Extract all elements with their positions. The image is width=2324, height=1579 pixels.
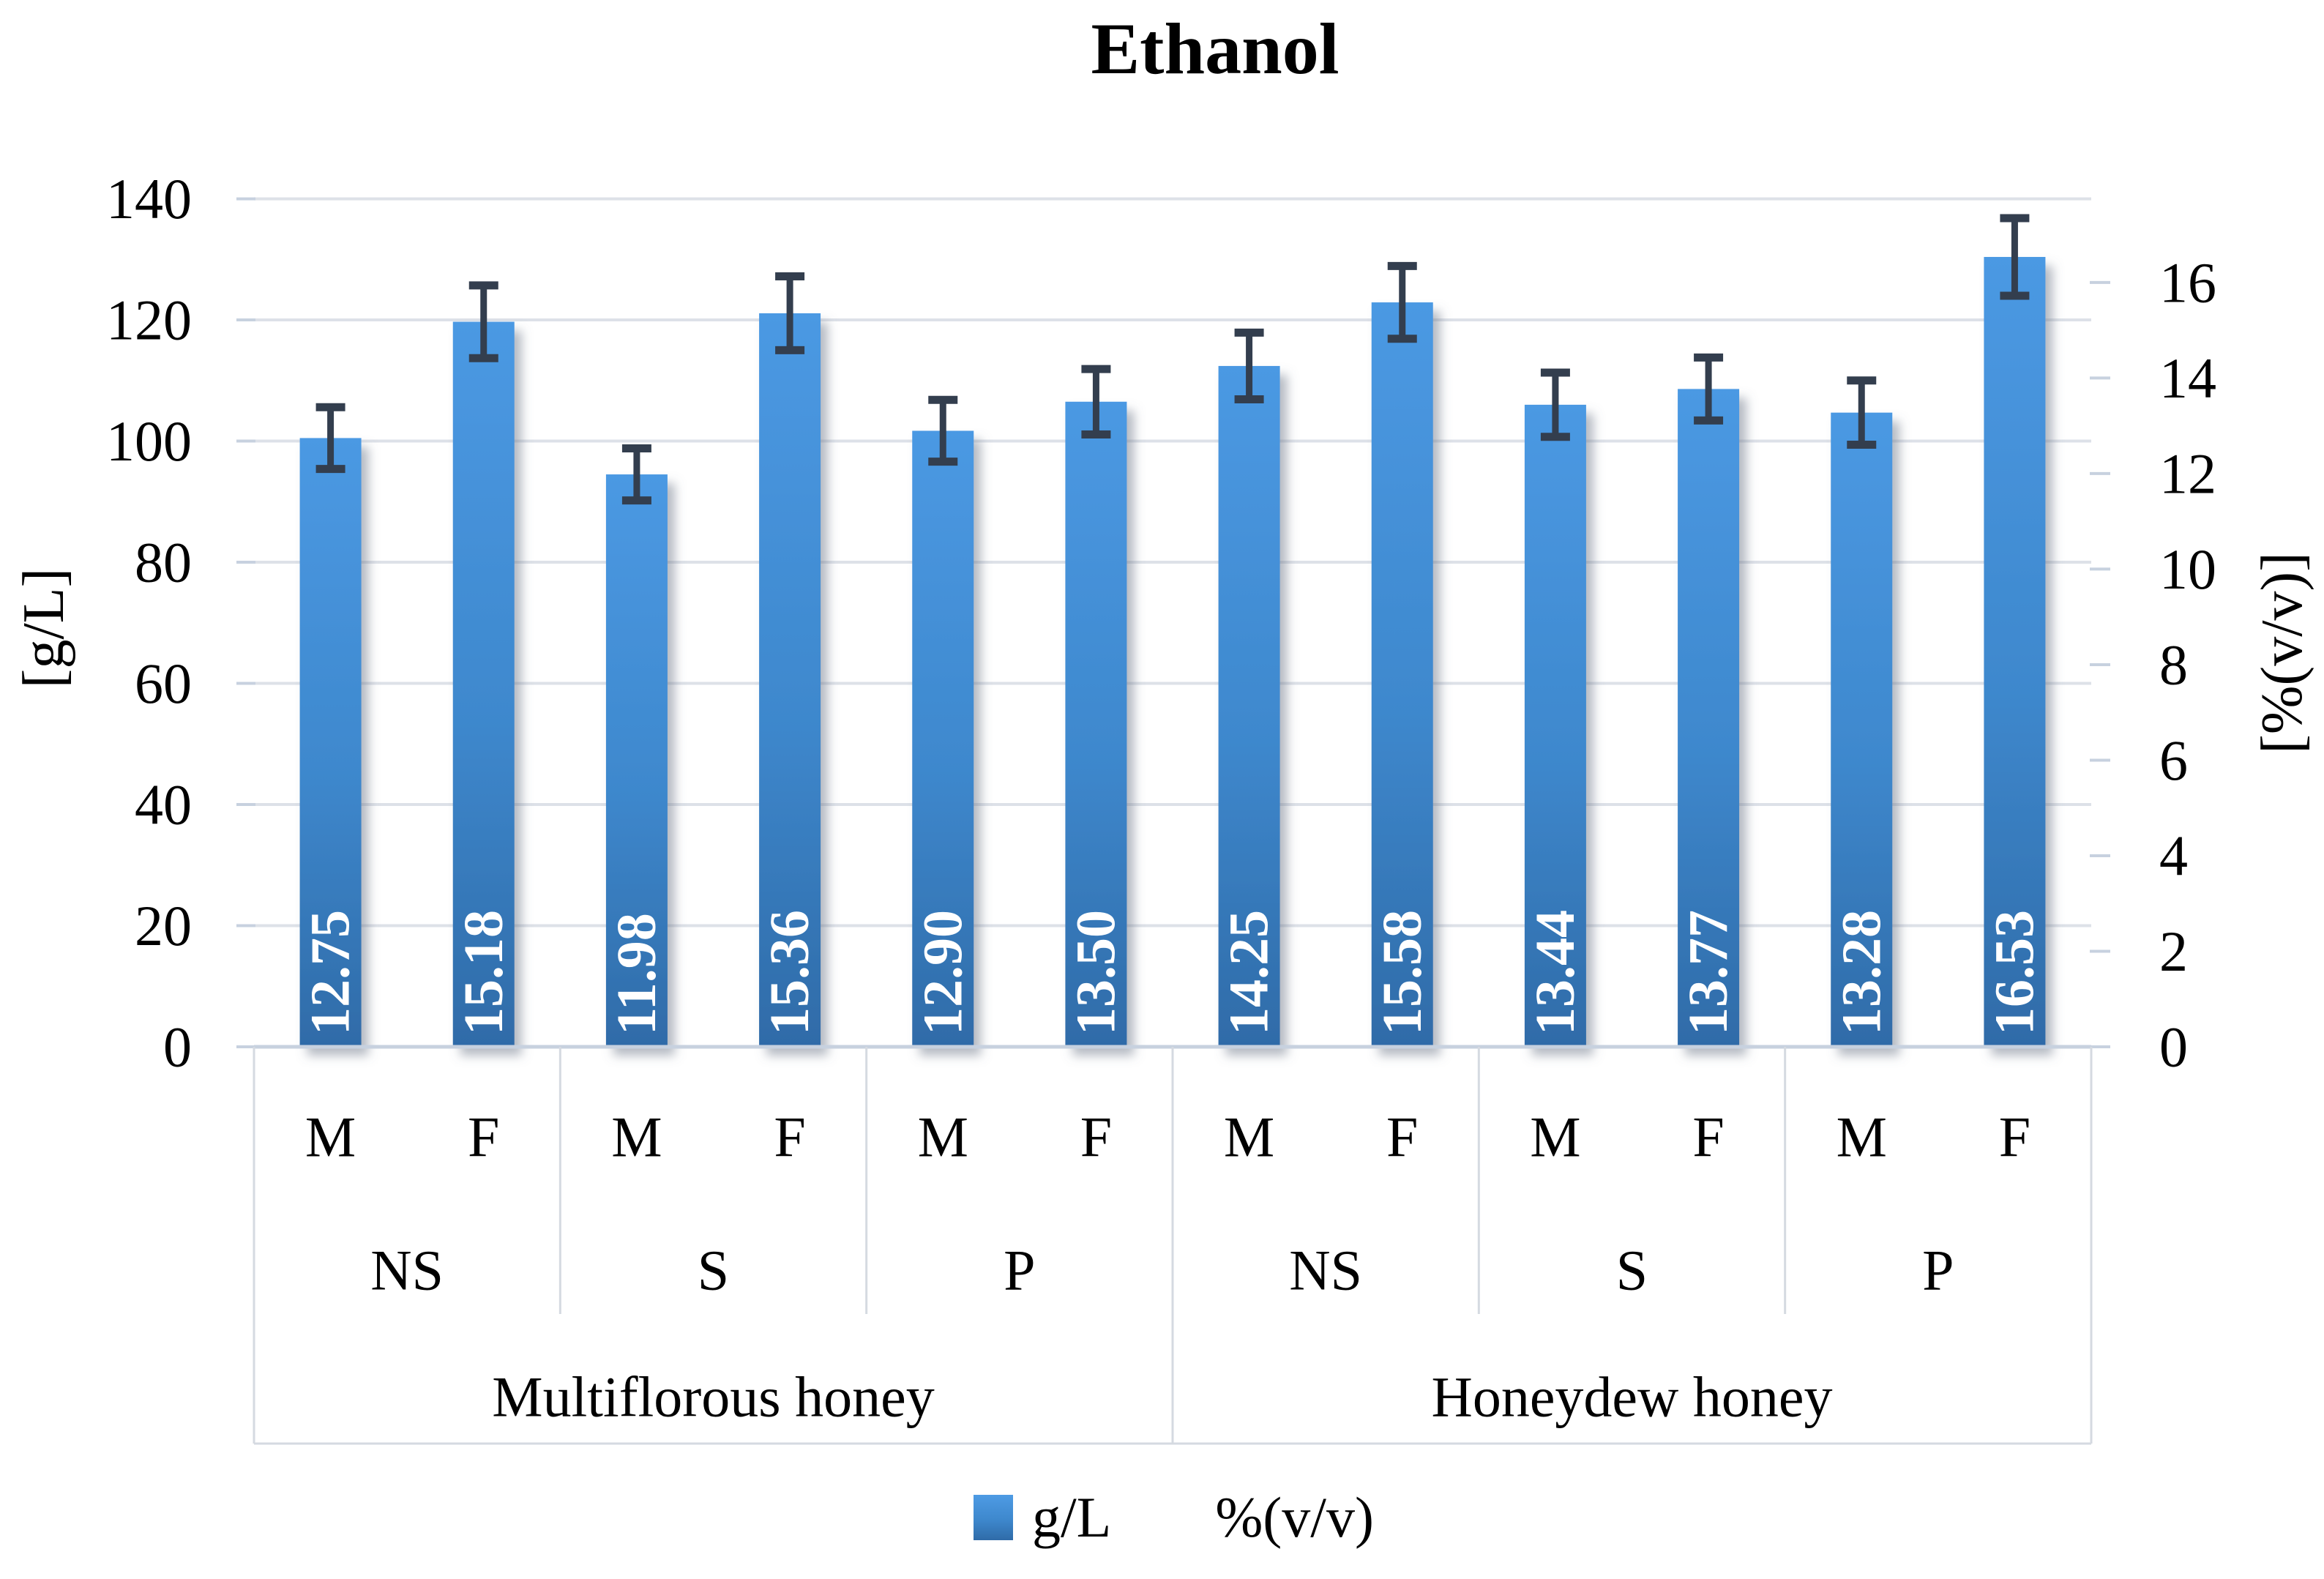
bar-value-label: 12.75 <box>300 910 362 1035</box>
bar <box>1524 404 1586 1047</box>
right-tick-label: 0 <box>2159 1015 2188 1079</box>
left-tick-label: 40 <box>135 773 192 837</box>
category-label-sex: F <box>1386 1105 1418 1169</box>
category-label-sex: M <box>611 1105 662 1169</box>
right-axis-title: [%(v/v)] <box>2250 552 2314 754</box>
bar <box>299 438 362 1047</box>
category-label-treatment: P <box>1004 1239 1035 1302</box>
error-bar <box>1540 368 1570 441</box>
right-tick-label: 10 <box>2159 537 2216 601</box>
category-label-sex: M <box>918 1105 968 1169</box>
right-tick-label: 2 <box>2159 919 2188 983</box>
bar <box>605 474 668 1047</box>
legend-swatch-gl-icon <box>974 1495 1013 1540</box>
category-label-honey: Honeydew honey <box>1431 1365 1832 1429</box>
bar-value-label: 15.18 <box>453 910 515 1035</box>
bar-value-label: 13.44 <box>1525 910 1586 1035</box>
error-bar <box>315 403 345 474</box>
bar <box>1984 257 2046 1048</box>
right-tick-label: 6 <box>2159 728 2188 792</box>
category-label-treatment: S <box>698 1239 729 1302</box>
error-bar <box>928 395 958 466</box>
left-tick-label: 60 <box>135 652 192 715</box>
bar-value-label: 15.58 <box>1372 910 1433 1035</box>
error-bar <box>1387 261 1417 343</box>
category-label-sex: M <box>1224 1105 1274 1169</box>
bar-value-label: 11.98 <box>606 913 668 1035</box>
category-label-sex: M <box>305 1105 356 1169</box>
bar <box>1678 389 1740 1047</box>
legend-label-gl: g/L <box>1032 1485 1112 1549</box>
right-tick-label: 14 <box>2159 346 2216 410</box>
category-label-sex: M <box>1530 1105 1580 1169</box>
bar-value-label: 13.50 <box>1065 910 1126 1035</box>
legend-label-vv: %(v/v) <box>1215 1485 1374 1549</box>
right-tick-label: 4 <box>2159 824 2188 887</box>
bar-value-label: 16.53 <box>1984 910 2045 1035</box>
error-bar <box>1234 328 1264 403</box>
bar-value-label: 15.36 <box>759 910 821 1035</box>
right-tick-label: 16 <box>2159 250 2216 314</box>
bar <box>452 321 515 1047</box>
category-label-sex: M <box>1837 1105 1887 1169</box>
bar <box>1218 365 1280 1048</box>
category-label-sex: F <box>1999 1105 2030 1169</box>
right-tick-label: 12 <box>2159 441 2216 505</box>
error-bar <box>468 281 498 362</box>
error-bar <box>1694 353 1724 425</box>
left-tick-label: 100 <box>106 409 192 473</box>
bar-value-label: 12.90 <box>912 910 974 1035</box>
bar-value-label: 14.25 <box>1219 910 1280 1035</box>
bar <box>1831 412 1893 1047</box>
left-tick-label: 0 <box>163 1015 192 1079</box>
left-tick-label: 80 <box>135 531 192 594</box>
error-bar <box>775 272 805 354</box>
bar <box>759 313 821 1048</box>
bar <box>912 430 974 1047</box>
legend: g/L %(v/v) <box>974 1485 1374 1550</box>
category-label-sex: F <box>774 1105 805 1169</box>
category-label-treatment: NS <box>370 1239 444 1302</box>
bar-value-label: 13.77 <box>1678 910 1739 1035</box>
category-label-honey: Multiflorous honey <box>492 1365 934 1429</box>
category-label-sex: F <box>1080 1105 1112 1169</box>
category-label-treatment: NS <box>1289 1239 1362 1302</box>
right-tick-label: 8 <box>2159 632 2188 696</box>
left-tick-label: 20 <box>135 894 192 958</box>
bar <box>1371 302 1433 1047</box>
error-bar <box>1847 376 1877 449</box>
category-label-sex: F <box>468 1105 499 1169</box>
bar-value-label: 13.28 <box>1831 910 1892 1035</box>
left-tick-label: 140 <box>106 167 192 231</box>
error-bar <box>1081 365 1111 438</box>
left-tick-label: 120 <box>106 288 192 352</box>
category-label-sex: F <box>1692 1105 1724 1169</box>
bar <box>1065 401 1127 1047</box>
chart-title: Ethanol <box>1091 8 1340 89</box>
left-axis-title: [g/L] <box>12 567 76 689</box>
error-bar <box>2000 214 2030 300</box>
category-label-treatment: S <box>1616 1239 1648 1302</box>
error-bar <box>621 444 651 505</box>
category-label-treatment: P <box>1922 1239 1954 1302</box>
